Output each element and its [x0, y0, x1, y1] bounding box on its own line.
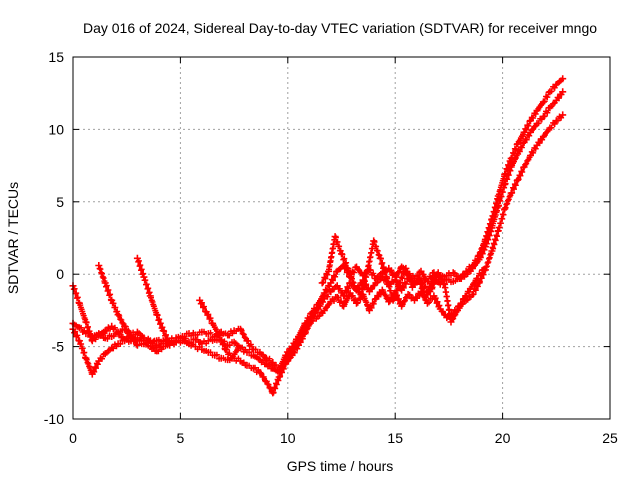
x-tick-label: 15 — [387, 430, 403, 446]
x-tick-labels: 0 5 10 15 20 25 — [69, 430, 618, 446]
plot-frame — [72, 56, 611, 420]
data-points — [69, 75, 567, 397]
series-trace-4 — [95, 233, 487, 362]
x-tick-label: 0 — [69, 430, 77, 446]
y-tick-label: 0 — [56, 266, 64, 282]
x-axis-label: GPS time / hours — [287, 458, 394, 474]
data-trace — [70, 77, 565, 373]
series-trace-3 — [69, 111, 567, 397]
y-tick-labels: -10 -5 0 5 10 15 — [44, 49, 64, 427]
y-tick-label: 15 — [48, 49, 64, 65]
y-tick-label: 10 — [48, 121, 64, 137]
x-tick-label: 25 — [602, 430, 618, 446]
data-trace — [96, 234, 485, 361]
y-tick-label: 5 — [56, 194, 64, 210]
x-tick-label: 5 — [177, 430, 185, 446]
y-tick-label: -5 — [52, 339, 65, 355]
chart-title: Day 016 of 2024, Sidereal Day-to-day VTE… — [83, 20, 597, 36]
x-tick-label: 10 — [280, 430, 296, 446]
x-tick-label: 20 — [495, 430, 511, 446]
data-trace — [71, 113, 565, 396]
y-tick-label: -10 — [44, 411, 64, 427]
y-axis-label: SDTVAR / TECUs — [5, 182, 21, 294]
